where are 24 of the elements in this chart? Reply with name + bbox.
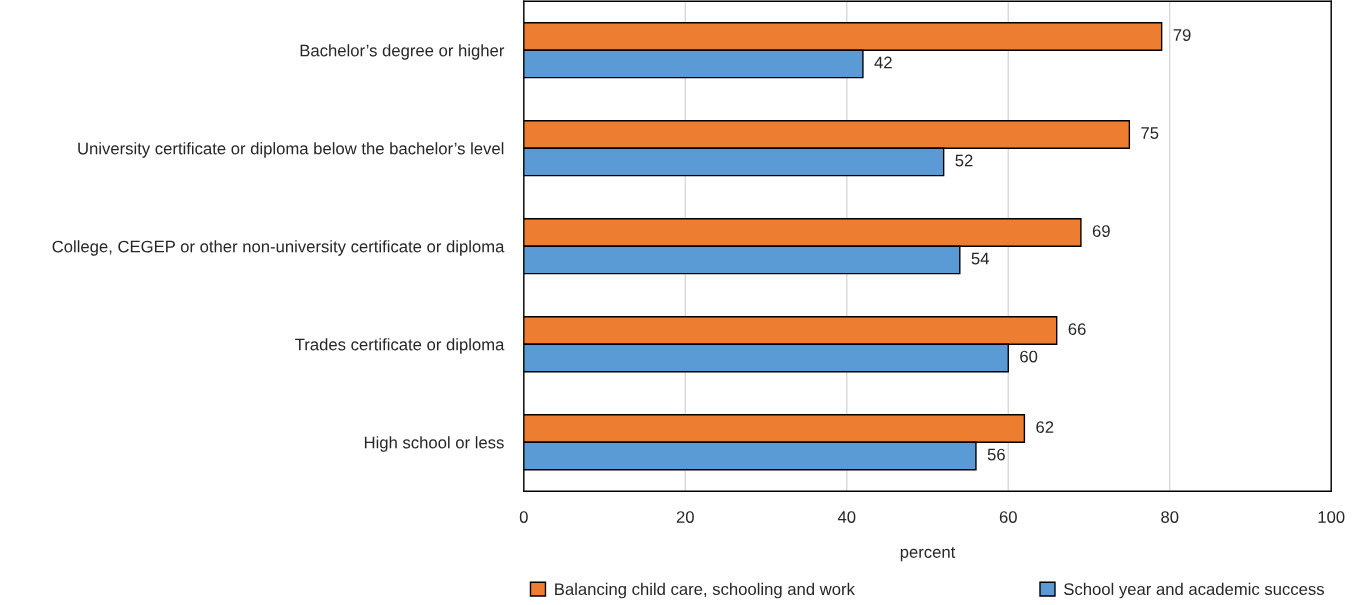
x-tick-label: 0 [519, 511, 528, 523]
data-label: 60 [1020, 350, 1038, 363]
y-tick-label: Trades certificate or diploma [295, 338, 505, 354]
data-label: 75 [1141, 127, 1159, 139]
x-tick-label: 100 [1318, 511, 1345, 523]
data-label: 54 [971, 252, 989, 265]
data-label: 69 [1092, 225, 1110, 237]
legend-label: Balancing child care, schooling and work [555, 582, 855, 599]
x-tick-label: 60 [999, 511, 1017, 523]
y-tick-label: High school or less [364, 436, 504, 452]
legend-label: School year and academic success [1064, 582, 1324, 599]
data-label: 52 [955, 154, 973, 167]
x-tick-label: 80 [1161, 511, 1179, 523]
data-label: 79 [1173, 29, 1191, 41]
x-tick-label: 20 [676, 511, 694, 523]
x-tick-label: 40 [837, 511, 856, 523]
y-tick-label: University certificate or diploma below the bachelor’s level [78, 142, 504, 158]
data-label: 56 [987, 448, 1005, 461]
x-axis-title: percent [900, 546, 956, 562]
y-tick-label: College, CEGEP or other non-university certificate or diploma [52, 240, 505, 256]
data-label: 62 [1036, 421, 1054, 434]
y-tick-label: Bachelor’s degree or higher [300, 44, 505, 60]
data-label: 66 [1068, 323, 1086, 335]
data-label: 42 [874, 56, 892, 69]
